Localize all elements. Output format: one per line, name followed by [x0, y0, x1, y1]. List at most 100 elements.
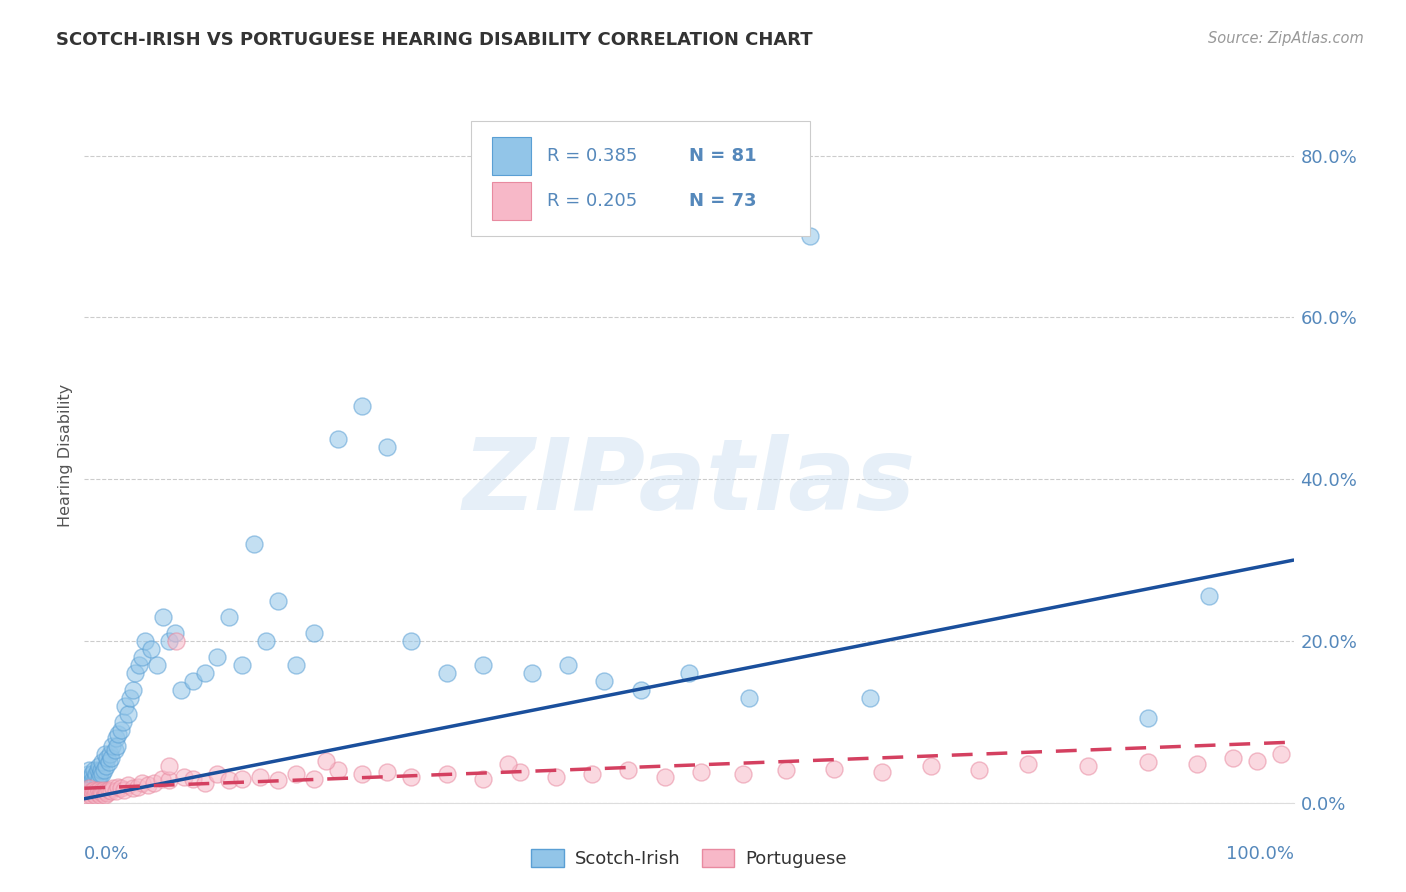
Point — [96, 786, 118, 800]
Point — [121, 781, 143, 796]
Point — [77, 781, 100, 796]
Point — [352, 400, 374, 414]
Point — [544, 770, 567, 784]
Point — [91, 767, 114, 781]
Point — [93, 764, 115, 778]
Point — [94, 784, 117, 798]
Point — [107, 780, 129, 794]
Point — [112, 782, 135, 797]
Point — [302, 626, 325, 640]
Point — [86, 764, 108, 778]
Point — [104, 743, 127, 757]
Point — [1137, 756, 1160, 770]
Point — [90, 764, 112, 778]
Point — [509, 765, 531, 780]
Point — [110, 781, 132, 796]
Bar — [492, 182, 530, 220]
Point — [157, 773, 180, 788]
Point — [1017, 756, 1039, 771]
Point — [76, 783, 98, 797]
Point — [131, 775, 153, 789]
Point — [557, 658, 579, 673]
Point — [107, 727, 129, 741]
Point — [131, 650, 153, 665]
Point — [83, 782, 105, 797]
Point — [328, 764, 350, 778]
Point — [231, 658, 253, 673]
Point — [86, 767, 108, 781]
Point — [593, 674, 616, 689]
Point — [79, 772, 101, 786]
Point — [94, 759, 117, 773]
Point — [194, 666, 217, 681]
Point — [170, 682, 193, 697]
Point — [352, 767, 374, 781]
Point — [375, 765, 398, 780]
Point — [94, 747, 117, 762]
Point — [97, 756, 120, 770]
Point — [799, 229, 821, 244]
Point — [315, 754, 337, 768]
Point — [86, 786, 108, 800]
Point — [128, 658, 150, 673]
Text: ZIPatlas: ZIPatlas — [463, 434, 915, 532]
Point — [103, 781, 125, 796]
Point — [617, 764, 640, 778]
Point — [472, 658, 495, 673]
Point — [94, 788, 117, 802]
Point — [96, 751, 118, 765]
Point — [86, 784, 108, 798]
Bar — [492, 136, 530, 175]
Text: R = 0.205: R = 0.205 — [547, 192, 638, 210]
Point — [218, 609, 240, 624]
Point — [231, 772, 253, 786]
Point — [375, 440, 398, 454]
Point — [267, 773, 290, 788]
Point — [77, 764, 100, 778]
Point — [152, 609, 174, 624]
Point — [100, 751, 122, 765]
Point — [112, 714, 135, 729]
Point — [79, 775, 101, 789]
Point — [104, 783, 127, 797]
Point — [117, 778, 139, 792]
Point — [138, 778, 160, 792]
Point — [1137, 711, 1160, 725]
Point — [91, 786, 114, 800]
Point — [520, 666, 543, 681]
Point — [90, 784, 112, 798]
Point — [82, 786, 104, 800]
Point — [157, 759, 180, 773]
Point — [207, 650, 229, 665]
Point — [100, 783, 122, 797]
Point — [165, 634, 187, 648]
Point — [254, 634, 277, 648]
Point — [143, 775, 166, 789]
Point — [581, 767, 603, 781]
Point — [134, 634, 156, 648]
Legend: Scotch-Irish, Portuguese: Scotch-Irish, Portuguese — [522, 840, 856, 877]
Point — [124, 666, 146, 681]
Point — [82, 775, 104, 789]
Point — [77, 767, 100, 781]
Point — [139, 642, 162, 657]
Point — [302, 772, 325, 786]
Point — [77, 786, 100, 800]
Point — [249, 770, 271, 784]
Point — [105, 739, 128, 754]
Point — [823, 762, 845, 776]
Point — [83, 764, 105, 778]
Point — [87, 782, 110, 797]
Text: 100.0%: 100.0% — [1226, 845, 1294, 863]
Point — [1077, 759, 1099, 773]
Point — [121, 682, 143, 697]
Point — [91, 756, 114, 770]
Point — [328, 432, 350, 446]
Point — [1185, 756, 1208, 771]
Point — [472, 772, 495, 786]
Point — [157, 634, 180, 648]
Text: R = 0.385: R = 0.385 — [547, 147, 638, 165]
Point — [181, 674, 204, 689]
Point — [285, 658, 308, 673]
FancyBboxPatch shape — [471, 121, 810, 235]
